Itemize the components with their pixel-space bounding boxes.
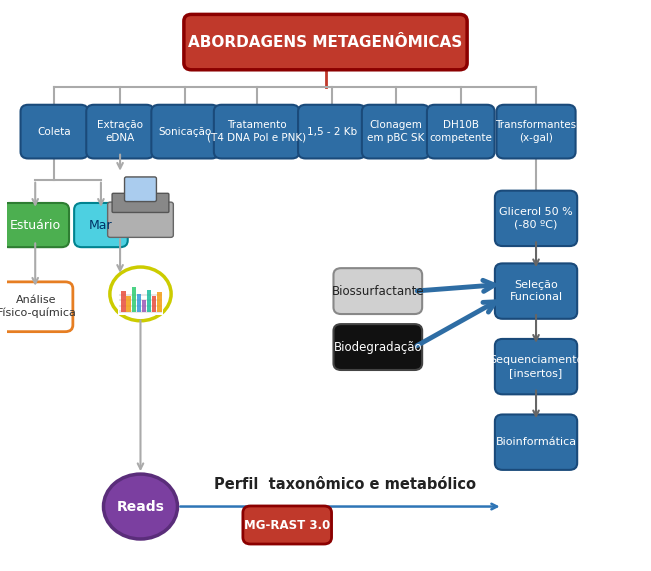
FancyBboxPatch shape — [495, 263, 577, 319]
Text: Perfil  taxonômico e metabólico: Perfil taxonômico e metabólico — [214, 477, 476, 492]
Text: Estuário: Estuário — [10, 219, 61, 232]
Text: Seleção
Funcional: Seleção Funcional — [510, 280, 562, 302]
FancyBboxPatch shape — [333, 268, 422, 314]
FancyBboxPatch shape — [497, 104, 575, 159]
Text: Bioinformática: Bioinformática — [495, 437, 577, 447]
Circle shape — [104, 474, 178, 539]
FancyBboxPatch shape — [243, 506, 331, 544]
Text: Extração
eDNA: Extração eDNA — [97, 120, 143, 143]
Bar — [118, 311, 162, 313]
Text: Reads: Reads — [117, 500, 165, 513]
Bar — [121, 291, 126, 312]
FancyBboxPatch shape — [107, 202, 173, 238]
Text: Mar: Mar — [89, 219, 113, 232]
FancyBboxPatch shape — [298, 104, 366, 159]
FancyBboxPatch shape — [362, 104, 430, 159]
Text: Coleta: Coleta — [38, 127, 71, 136]
FancyBboxPatch shape — [495, 339, 577, 395]
FancyBboxPatch shape — [86, 104, 154, 159]
Bar — [118, 293, 162, 296]
Text: MG-RAST 3.0: MG-RAST 3.0 — [244, 518, 330, 532]
Text: Análise
Físico-química: Análise Físico-química — [0, 295, 76, 318]
Bar — [132, 287, 136, 312]
Bar — [142, 300, 146, 312]
FancyBboxPatch shape — [0, 282, 73, 332]
FancyBboxPatch shape — [1, 203, 69, 247]
Text: Transformantes
(x-gal): Transformantes (x-gal) — [495, 120, 577, 143]
Text: Biodegradação: Biodegradação — [333, 340, 422, 353]
FancyBboxPatch shape — [21, 104, 88, 159]
Bar — [147, 289, 151, 312]
Text: Clonagem
em pBC SK: Clonagem em pBC SK — [367, 120, 424, 143]
Bar — [137, 294, 141, 312]
FancyBboxPatch shape — [151, 104, 219, 159]
Bar — [118, 299, 162, 301]
FancyBboxPatch shape — [184, 14, 467, 70]
Bar — [126, 296, 131, 312]
FancyBboxPatch shape — [214, 104, 299, 159]
FancyBboxPatch shape — [74, 203, 128, 247]
Bar — [157, 292, 161, 312]
Text: Tratamento
(T4 DNA Pol e PNK): Tratamento (T4 DNA Pol e PNK) — [207, 120, 306, 143]
Text: Biossurfactante: Biossurfactante — [331, 284, 424, 297]
FancyBboxPatch shape — [495, 415, 577, 470]
FancyBboxPatch shape — [112, 194, 169, 212]
FancyBboxPatch shape — [427, 104, 495, 159]
Bar — [152, 296, 156, 312]
Text: Sequenciamento
[insertos]: Sequenciamento [insertos] — [489, 355, 583, 378]
FancyBboxPatch shape — [333, 324, 422, 370]
Text: ABORDAGENS METAGENÔMICAS: ABORDAGENS METAGENÔMICAS — [188, 35, 463, 50]
Text: Sonicação: Sonicação — [159, 127, 212, 136]
FancyBboxPatch shape — [124, 177, 156, 202]
FancyBboxPatch shape — [495, 191, 577, 246]
Bar — [118, 292, 163, 315]
Text: 1,5 - 2 Kb: 1,5 - 2 Kb — [307, 127, 357, 136]
Bar — [118, 305, 162, 307]
Text: DH10B
competente: DH10B competente — [429, 120, 492, 143]
Text: Glicerol 50 %
(-80 ºC): Glicerol 50 % (-80 ºC) — [499, 207, 573, 230]
